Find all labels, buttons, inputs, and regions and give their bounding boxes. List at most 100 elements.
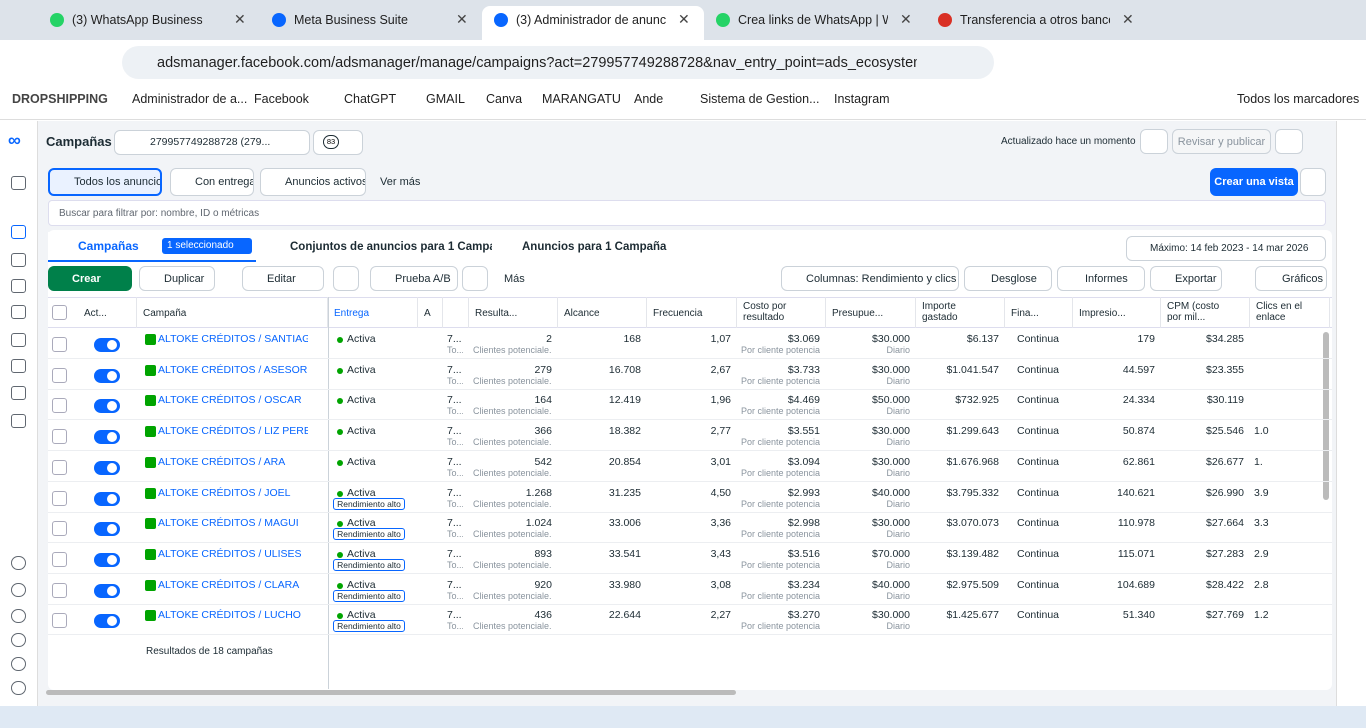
column-header[interactable]: Act... xyxy=(84,308,107,319)
tab-title[interactable]: (3) WhatsApp Business xyxy=(72,13,203,27)
account[interactable]: 279957749288728 (279... xyxy=(150,136,271,148)
date-range[interactable]: Máximo: 14 feb 2023 - 14 mar 2026 xyxy=(1126,236,1326,261)
bookmark[interactable]: ChatGPT xyxy=(344,92,397,106)
row[interactable] xyxy=(48,389,1332,421)
refresh-btn[interactable] xyxy=(1140,129,1168,154)
sidebar-icon[interactable] xyxy=(11,253,26,267)
toggle[interactable] xyxy=(94,399,120,414)
row[interactable] xyxy=(48,543,1332,574)
toolbar-charts[interactable]: Gráficos xyxy=(1255,266,1327,291)
toolbar-duplicate[interactable]: Duplicar xyxy=(139,266,215,291)
sidebar-icon[interactable] xyxy=(11,414,26,428)
sidebar-icon[interactable] xyxy=(11,681,26,695)
campaign-name[interactable]: ALTOKE CRÉDITOS / OSCAR xyxy=(158,394,302,407)
selected-pill[interactable]: 1 seleccionado xyxy=(162,238,252,254)
toolbar-export[interactable]: Exportar xyxy=(1150,266,1222,291)
tab-title[interactable]: Meta Business Suite xyxy=(294,13,408,27)
toggle[interactable] xyxy=(94,491,120,506)
tab-close[interactable]: ✕ xyxy=(678,11,690,27)
column-header[interactable]: Costo por resultado xyxy=(743,301,787,323)
row-checkbox[interactable] xyxy=(52,367,67,383)
row[interactable] xyxy=(48,574,1332,605)
toolbar-reports[interactable]: Informes xyxy=(1057,266,1145,291)
tab-close[interactable]: ✕ xyxy=(900,11,912,27)
toggle[interactable] xyxy=(94,522,120,537)
row-checkbox[interactable] xyxy=(52,459,67,475)
column-header[interactable]: A xyxy=(424,308,431,319)
filter-settings[interactable] xyxy=(1300,168,1326,196)
column-header[interactable]: Importe gastado xyxy=(922,301,958,323)
column-header[interactable]: Presupue... xyxy=(832,308,884,319)
toggle[interactable] xyxy=(94,552,120,567)
sidebar-icon[interactable] xyxy=(11,279,26,293)
tag-btn[interactable] xyxy=(462,266,488,291)
row[interactable] xyxy=(48,328,1332,359)
filter-tab[interactable]: Todos los anuncios xyxy=(48,168,162,196)
sidebar-icon[interactable] xyxy=(11,333,26,347)
bookmark[interactable]: Administrador de a... xyxy=(132,92,248,106)
campaign-name[interactable]: ALTOKE CRÉDITOS / CLARA xyxy=(158,578,300,591)
sidebar-icon[interactable] xyxy=(11,633,26,647)
bookmark[interactable]: Sistema de Gestion... xyxy=(700,92,820,106)
bookmark[interactable]: Facebook xyxy=(254,92,309,106)
row[interactable] xyxy=(48,512,1332,544)
row-checkbox[interactable] xyxy=(52,337,67,352)
filter-tab[interactable]: Anuncios activos xyxy=(260,168,366,196)
campaign-name[interactable]: ALTOKE CRÉDITOS / SANTIAGO xyxy=(158,333,308,345)
toggle[interactable] xyxy=(94,338,120,352)
row-checkbox[interactable] xyxy=(52,613,67,629)
create-view[interactable]: Crear una vista xyxy=(1210,168,1298,196)
sidebar-icon[interactable] xyxy=(11,583,26,597)
account-select[interactable] xyxy=(114,130,310,155)
toggle[interactable] xyxy=(94,368,120,383)
header-checkbox[interactable] xyxy=(52,305,67,320)
row-checkbox[interactable] xyxy=(52,582,67,598)
toggle[interactable] xyxy=(94,583,120,598)
sidebar-icon[interactable] xyxy=(11,386,26,400)
active-tab[interactable] xyxy=(482,6,704,40)
row[interactable] xyxy=(48,482,1332,513)
toggle[interactable] xyxy=(94,460,120,475)
toggle[interactable] xyxy=(94,430,120,445)
sidebar-icon[interactable] xyxy=(11,176,26,190)
column-header[interactable]: Frecuencia xyxy=(653,308,703,319)
bookmark[interactable]: Canva xyxy=(486,92,523,106)
column-header[interactable]: CPM (costo por mil... xyxy=(1167,301,1220,323)
campaign-name[interactable]: ALTOKE CRÉDITOS / LUCHO xyxy=(158,609,301,622)
toggle[interactable] xyxy=(94,614,120,629)
toolbar-breakdown[interactable]: Desglose xyxy=(964,266,1052,291)
tab-title[interactable]: Transferencia a otros bancos xyxy=(960,13,1110,27)
level-ads[interactable]: Anuncios para 1 Campaña xyxy=(496,234,704,260)
tab-title[interactable]: (3) Administrador de anunci xyxy=(516,13,666,27)
row-checkbox[interactable] xyxy=(52,551,67,567)
sidebar-icon[interactable] xyxy=(11,657,26,671)
toolbar-more[interactable]: Más xyxy=(504,272,525,285)
row[interactable] xyxy=(48,451,1332,482)
campaign-name[interactable]: ALTOKE CRÉDITOS / MAGUI xyxy=(158,517,299,530)
address-bar[interactable] xyxy=(122,46,994,79)
column-header[interactable]: Clics en el enlace xyxy=(1256,301,1303,323)
url[interactable]: adsmanager.facebook.com/adsmanager/manag… xyxy=(157,55,917,71)
row-checkbox[interactable] xyxy=(52,490,67,506)
row[interactable] xyxy=(48,420,1332,452)
column-header[interactable]: Resulta... xyxy=(475,308,518,319)
level-campaigns-label[interactable]: Campañas xyxy=(78,239,139,253)
bookmark[interactable]: DROPSHIPPING xyxy=(12,92,108,106)
row-checkbox[interactable] xyxy=(52,521,67,537)
filter-tab[interactable]: Con entrega xyxy=(170,168,254,196)
create-btn[interactable]: Crear xyxy=(48,266,132,291)
level-adsets[interactable]: Conjuntos de anuncios para 1 Campaña xyxy=(262,234,492,260)
campaign-name[interactable]: ALTOKE CRÉDITOS / LIZ PEREI... xyxy=(158,425,308,438)
sidebar-icon[interactable] xyxy=(11,225,26,239)
all-bookmarks[interactable]: Todos los marcadores xyxy=(1237,92,1360,106)
sidebar-icon[interactable] xyxy=(11,305,26,319)
column-header[interactable]: Campaña xyxy=(143,308,187,319)
column-header[interactable]: Fina... xyxy=(1011,308,1039,319)
sidebar-icon[interactable] xyxy=(11,556,26,570)
row[interactable] xyxy=(48,604,1332,636)
row-checkbox[interactable] xyxy=(52,398,67,414)
row[interactable] xyxy=(48,359,1332,390)
bookmark[interactable]: Ande xyxy=(634,92,664,106)
search-placeholder[interactable]: Buscar para filtrar por: nombre, ID o mé… xyxy=(59,208,260,219)
delete-btn[interactable] xyxy=(333,266,359,291)
